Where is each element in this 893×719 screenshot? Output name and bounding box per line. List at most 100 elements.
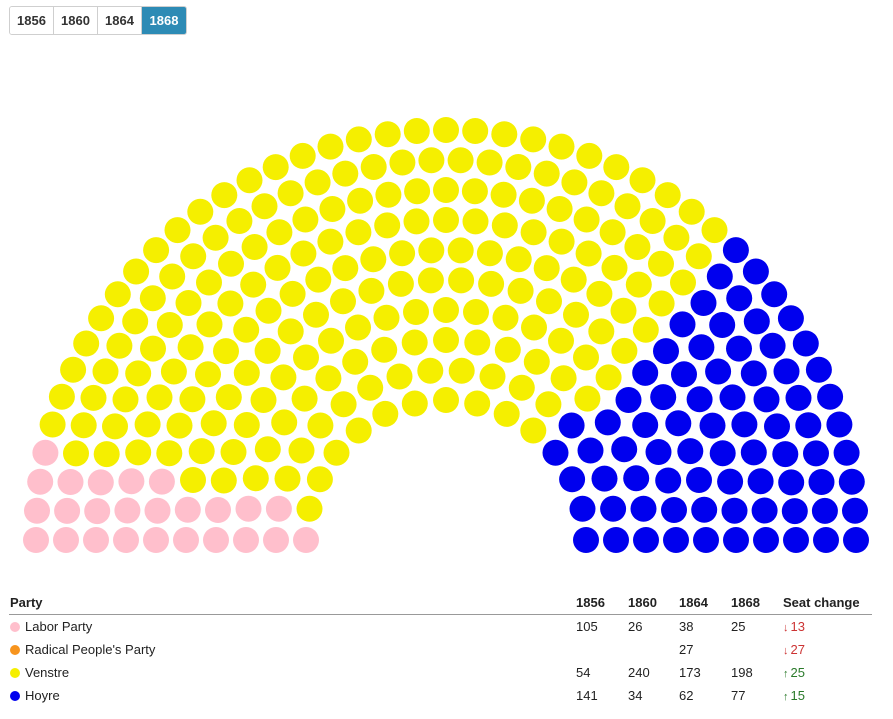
seat-venstre: [490, 181, 517, 208]
seat-venstre: [251, 193, 278, 220]
seat-hoyre: [573, 527, 599, 553]
seat-hoyre: [705, 358, 732, 385]
seat-venstre: [632, 316, 659, 343]
seat-hoyre: [781, 498, 808, 525]
seat-venstre: [63, 440, 89, 467]
seat-venstre: [226, 208, 253, 234]
seat-labor-party: [144, 497, 171, 524]
seat-venstre: [315, 365, 342, 392]
year-tab-1864[interactable]: 1864: [98, 7, 142, 34]
seat-venstre: [140, 335, 166, 362]
seat-venstre: [464, 390, 491, 417]
seat-hoyre: [843, 527, 869, 553]
seat-venstre: [236, 167, 263, 194]
table-header-row: Party 1856 1860 1864 1868 Seat change: [9, 590, 872, 615]
seat-labor-party: [235, 495, 262, 522]
seat-venstre: [521, 314, 547, 341]
seat-venstre: [386, 363, 413, 390]
seat-venstre: [433, 327, 459, 353]
seat-venstre: [533, 160, 560, 187]
seat-labor-party: [205, 497, 231, 523]
seat-venstre: [288, 437, 315, 464]
seat-hoyre: [615, 387, 642, 413]
seat-venstre: [375, 181, 402, 208]
header-year: 1860: [627, 590, 678, 615]
seat-venstre: [505, 154, 532, 180]
seat-hoyre: [559, 466, 586, 493]
seat-table: Party 1856 1860 1864 1868 Seat change La…: [9, 590, 872, 707]
seat-labor-party: [173, 527, 199, 553]
seat-venstre: [347, 187, 374, 214]
seat-venstre: [332, 255, 359, 282]
year-tab-1860[interactable]: 1860: [54, 7, 98, 34]
seat-venstre: [292, 206, 319, 233]
seat-venstre: [233, 359, 260, 386]
seat-venstre: [403, 299, 429, 325]
seat-venstre: [306, 466, 333, 493]
header-year: 1856: [575, 590, 627, 615]
seat-hoyre: [558, 412, 585, 439]
seat-venstre: [462, 118, 489, 144]
seat-venstre: [639, 208, 666, 234]
seat-venstre: [374, 212, 401, 239]
seat-venstre: [80, 384, 107, 411]
seat-venstre: [296, 495, 323, 522]
seat-venstre: [461, 178, 488, 205]
seat-labor-party: [174, 496, 201, 523]
seat-labor-party: [23, 527, 49, 553]
seat-venstre: [373, 304, 400, 331]
seat-venstre: [304, 169, 331, 196]
seat-labor-party: [263, 527, 289, 553]
seat-venstre: [188, 438, 215, 465]
seat-venstre: [588, 180, 615, 207]
seat-venstre: [533, 255, 560, 282]
party-cell: Hoyre: [9, 684, 575, 707]
seat-labor-party: [87, 469, 114, 496]
seat-venstre: [266, 219, 293, 246]
seat-count: 38: [679, 619, 694, 634]
parliament-chart: [23, 117, 869, 553]
seat-hoyre: [569, 495, 596, 522]
seat-venstre: [463, 299, 489, 325]
seat-hoyre: [743, 308, 770, 335]
seat-hoyre: [777, 305, 804, 332]
seat-hoyre: [731, 411, 758, 438]
seat-venstre: [122, 308, 149, 335]
seat-hoyre: [645, 439, 672, 465]
seat-venstre: [670, 269, 696, 296]
seat-venstre: [305, 266, 332, 293]
seat-venstre: [175, 290, 202, 316]
seat-venstre: [476, 240, 503, 267]
seat-labor-party: [233, 527, 259, 553]
seat-labor-party: [293, 527, 319, 553]
seat-venstre: [112, 386, 139, 413]
seat-venstre: [418, 147, 445, 174]
seat-venstre: [345, 417, 372, 444]
seat-venstre: [433, 117, 459, 143]
seat-venstre: [290, 240, 317, 267]
seat-hoyre: [753, 386, 780, 413]
seat-venstre: [307, 412, 334, 439]
year-tab-1856[interactable]: 1856: [10, 7, 54, 34]
seat-hoyre: [773, 358, 800, 385]
seat-hoyre: [740, 360, 767, 387]
seat-venstre: [196, 311, 223, 338]
seat-venstre: [143, 237, 170, 264]
year-tab-1868[interactable]: 1868: [142, 7, 186, 34]
seat-count: [730, 638, 782, 661]
seat-venstre: [60, 356, 87, 383]
seat-venstre: [166, 412, 193, 439]
seat-hoyre: [742, 258, 769, 285]
party-name: Radical People's Party: [25, 642, 156, 657]
seat-venstre: [575, 240, 602, 267]
seat-labor-party: [118, 468, 145, 495]
seat-venstre: [358, 277, 385, 304]
seat-hoyre: [805, 356, 832, 383]
seat-venstre: [588, 318, 615, 345]
seat-venstre: [520, 219, 547, 246]
seat-venstre: [603, 154, 630, 181]
seat-venstre: [494, 336, 521, 363]
seat-venstre: [277, 180, 304, 207]
seat-hoyre: [632, 359, 659, 386]
seat-venstre: [134, 411, 161, 438]
